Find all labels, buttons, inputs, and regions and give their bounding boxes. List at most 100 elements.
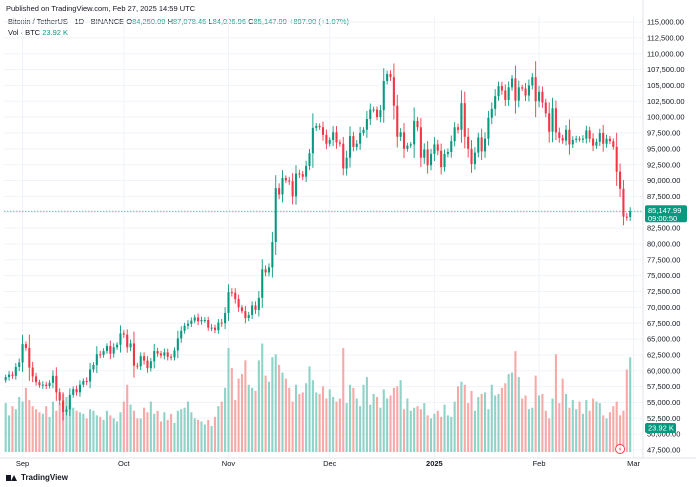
candle-body bbox=[230, 292, 233, 294]
volume-bar bbox=[85, 418, 88, 452]
candle-body bbox=[551, 108, 554, 132]
volume-bar bbox=[8, 415, 11, 452]
candle-body bbox=[504, 90, 507, 100]
candle-body bbox=[517, 87, 520, 101]
volume-label[interactable]: Vol · BTC bbox=[8, 28, 41, 37]
candle-body bbox=[85, 380, 88, 382]
candle-body bbox=[200, 320, 203, 322]
volume-bar bbox=[220, 401, 223, 452]
volume-bar bbox=[328, 389, 331, 452]
candle-body bbox=[554, 108, 557, 133]
candle-body bbox=[139, 356, 142, 367]
volume-bar bbox=[240, 374, 244, 452]
volume-bar bbox=[55, 410, 58, 452]
volume-bar bbox=[568, 407, 571, 452]
candle-body bbox=[210, 327, 213, 329]
volume-bar bbox=[325, 398, 328, 452]
volume-bar bbox=[456, 386, 460, 452]
candle-body bbox=[359, 132, 362, 144]
candle-body bbox=[146, 360, 149, 369]
candle-body bbox=[281, 177, 284, 195]
candle-body bbox=[207, 320, 210, 328]
volume-bar bbox=[58, 403, 61, 452]
volume-bar bbox=[348, 384, 352, 452]
candle-body bbox=[284, 177, 287, 181]
volume-bar bbox=[78, 412, 81, 452]
volume-bar bbox=[389, 395, 392, 452]
volume-bar bbox=[261, 343, 264, 452]
candle-body bbox=[399, 132, 402, 137]
y-tick-label: 72,500.00 bbox=[647, 287, 680, 296]
volume-bar bbox=[234, 400, 237, 452]
volume-bar bbox=[197, 419, 200, 452]
candle-body bbox=[136, 365, 139, 367]
candle-body bbox=[24, 344, 27, 348]
candle-body bbox=[227, 292, 230, 314]
volume-bar bbox=[224, 387, 227, 452]
volume-bar bbox=[35, 409, 38, 452]
candle-body bbox=[45, 384, 48, 386]
volume-bar bbox=[153, 413, 156, 452]
candle-body bbox=[301, 174, 304, 177]
candle-body bbox=[92, 365, 95, 370]
volume-bar bbox=[396, 386, 399, 452]
candle-body bbox=[531, 77, 534, 86]
volume-bar bbox=[622, 410, 625, 452]
candle-body bbox=[389, 73, 392, 78]
candle-body bbox=[524, 88, 527, 96]
volume-bar bbox=[625, 369, 628, 452]
volume-bar bbox=[173, 422, 176, 452]
candle-body bbox=[460, 103, 463, 130]
candle-body bbox=[38, 382, 41, 386]
candle-body bbox=[288, 180, 291, 182]
candle-body bbox=[352, 136, 355, 147]
volume-bar bbox=[531, 407, 534, 452]
volume-bar bbox=[473, 410, 476, 452]
y-tick-label: 70,000.00 bbox=[647, 303, 680, 312]
volume-bar bbox=[500, 387, 503, 452]
volume-bar bbox=[156, 410, 159, 452]
volume-bar bbox=[298, 393, 301, 452]
volume-bar bbox=[126, 384, 129, 452]
published-caption: Published on TradingView.com, Feb 27, 20… bbox=[6, 4, 196, 13]
volume-bar bbox=[605, 418, 608, 452]
candle-body bbox=[166, 352, 169, 357]
candle-body bbox=[348, 136, 352, 158]
candle-body bbox=[467, 136, 470, 149]
x-tick-label: Dec bbox=[323, 459, 337, 468]
y-tick-label: 77,500.00 bbox=[647, 255, 680, 264]
volume-bar bbox=[24, 387, 27, 452]
candle-body bbox=[112, 347, 115, 354]
candle-body bbox=[311, 127, 314, 154]
candle-body bbox=[244, 311, 247, 319]
last-volume-badge bbox=[645, 423, 676, 433]
candle-body bbox=[433, 144, 436, 154]
candle-body bbox=[514, 78, 517, 101]
volume-bar bbox=[21, 401, 24, 452]
candle-body bbox=[386, 73, 389, 81]
tradingview-logo[interactable]: TradingView bbox=[6, 473, 68, 482]
volume-bar bbox=[537, 395, 541, 452]
volume-bar bbox=[446, 415, 449, 452]
candle-body bbox=[615, 146, 618, 172]
volume-bar bbox=[213, 416, 217, 452]
y-tick-label: 52,500.00 bbox=[647, 414, 680, 423]
candle-body bbox=[224, 313, 227, 324]
volume-bar bbox=[487, 409, 490, 452]
candle-body bbox=[203, 320, 206, 322]
volume-bar bbox=[163, 412, 166, 452]
volume-bar bbox=[541, 393, 544, 452]
candle-body bbox=[193, 317, 196, 321]
volume-bar bbox=[264, 375, 267, 452]
candle-body bbox=[220, 322, 223, 324]
candle-body bbox=[413, 120, 416, 145]
volume-bar bbox=[615, 401, 618, 452]
x-tick-label: Nov bbox=[222, 459, 236, 468]
y-tick-label: 50,000.00 bbox=[647, 430, 680, 439]
candle-body bbox=[423, 149, 426, 158]
volume-bar bbox=[200, 421, 203, 452]
candle-body bbox=[335, 132, 338, 143]
candle-body bbox=[14, 366, 17, 376]
volume-bar bbox=[278, 364, 281, 452]
